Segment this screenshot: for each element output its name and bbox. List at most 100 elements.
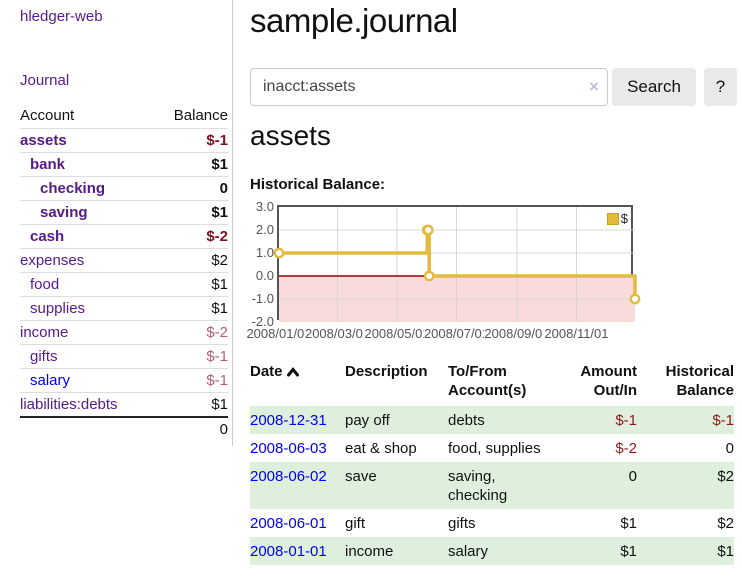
account-row: supplies $1 — [20, 296, 228, 321]
account-link[interactable]: cash — [30, 228, 65, 245]
transaction-accounts: debts — [448, 406, 558, 434]
chart-legend: $ — [606, 211, 628, 226]
transaction-accounts: gifts — [448, 515, 476, 532]
x-axis-tick-label: 2008/05/01 — [364, 326, 431, 342]
accounts-total-row: 0 — [20, 416, 228, 441]
sidebar-item-journal[interactable]: Journal — [20, 72, 70, 89]
account-link[interactable]: checking — [40, 180, 106, 197]
col-header-balance: Historical Balance — [665, 363, 734, 399]
account-row: gifts $-1 — [20, 344, 228, 369]
transaction-amount: $1 — [620, 515, 637, 532]
y-axis-tick-label: 2.0 — [255, 222, 274, 237]
x-axis-tick-label: 2008/03/01 — [304, 326, 371, 342]
search-button[interactable]: Search — [612, 68, 696, 106]
account-balance: $1 — [211, 300, 228, 317]
account-link[interactable]: bank — [30, 156, 66, 173]
account-row: cash $-2 — [20, 224, 228, 249]
account-link[interactable]: saving — [40, 204, 88, 221]
y-axis-tick-label: 0.0 — [255, 268, 274, 283]
search-form: × Search ? — [250, 68, 737, 106]
accounts-header-balance: Balance — [173, 107, 228, 124]
account-row: income $-2 — [20, 320, 228, 345]
transaction-amount: $-1 — [558, 406, 637, 434]
x-axis-tick-label: 2008/01/01 — [246, 326, 312, 342]
transaction-balance: $2 — [637, 462, 734, 509]
account-balance: $1 — [211, 276, 228, 293]
brand-link[interactable]: hledger-web — [20, 8, 103, 25]
transaction-date-link[interactable]: 2008-06-01 — [250, 515, 327, 532]
y-axis-tick-label: -2.0 — [251, 314, 274, 329]
account-link[interactable]: supplies — [30, 300, 86, 317]
transaction-description: save — [345, 462, 448, 509]
legend-label: $ — [620, 211, 628, 226]
account-row: bank $1 — [20, 152, 228, 177]
transaction-accounts: salary — [448, 537, 558, 565]
transaction-row: 2008-01-01 income salary $1 $1 — [250, 537, 734, 565]
account-balance: $-2 — [206, 324, 228, 341]
account-link[interactable]: income — [20, 324, 69, 341]
transaction-date-link[interactable]: 2008-06-02 — [250, 468, 327, 485]
transaction-row: 2008-06-01 gift gifts $1 $2 — [250, 509, 734, 537]
account-balance: $1 — [211, 204, 228, 221]
transaction-accounts: saving, checking — [448, 462, 558, 509]
y-axis-tick-label: -1.0 — [251, 291, 274, 306]
account-link[interactable]: liabilities:debts — [20, 396, 118, 413]
sidebar: hledger-web Journal Account Balance asse… — [0, 0, 233, 446]
account-link[interactable]: gifts — [30, 348, 58, 365]
transaction-description: pay off — [345, 406, 448, 434]
register-section: Date Description To/From Account(s) Amou… — [250, 362, 734, 565]
transaction-description: eat & shop — [345, 440, 417, 457]
account-row: assets $-1 — [20, 128, 228, 153]
account-row: checking 0 — [20, 176, 228, 201]
account-balance: $1 — [211, 156, 228, 173]
col-header-description: Description — [345, 363, 428, 380]
transaction-row: 2008-06-02 save saving, checking 0 $2 — [250, 462, 734, 509]
account-link[interactable]: assets — [20, 132, 67, 149]
chart-plot-area: $ — [273, 205, 641, 322]
transaction-balance: 0 — [725, 440, 734, 457]
transaction-balance: $-1 — [637, 406, 734, 434]
transaction-accounts: food, supplies — [448, 440, 541, 457]
y-axis-tick-label: 3.0 — [255, 199, 274, 214]
account-balance: $-1 — [206, 132, 228, 149]
search-input[interactable] — [250, 68, 608, 106]
account-row: food $1 — [20, 272, 228, 297]
accounts-header-account: Account — [20, 107, 75, 124]
transaction-balance: $2 — [717, 515, 734, 532]
col-header-date[interactable]: Date — [250, 362, 345, 406]
account-row: liabilities:debts $1 — [20, 392, 228, 418]
transaction-balance: $1 — [637, 537, 734, 565]
account-link[interactable]: expenses — [20, 252, 85, 269]
transaction-amount: $1 — [558, 537, 637, 565]
account-row: expenses $2 — [20, 248, 228, 273]
transaction-amount: $-2 — [615, 440, 637, 457]
historical-balance-chart: $ 3.0 2.0 1.0 0.0 -1.0 -2.0 2008/01/01 2008/03/… — [246, 198, 690, 348]
account-link[interactable]: food — [30, 276, 60, 293]
account-balance: $-2 — [206, 228, 228, 245]
account-balance: $-1 — [206, 372, 228, 389]
page-title: sample.journal — [250, 2, 458, 39]
account-row: saving $1 — [20, 200, 228, 225]
transaction-date-link[interactable]: 2008-06-03 — [250, 440, 327, 457]
transaction-date-link[interactable]: 2008-12-31 — [250, 412, 327, 429]
account-heading: assets — [250, 120, 331, 151]
legend-swatch-icon — [606, 212, 619, 225]
chart-title: Historical Balance: — [250, 176, 386, 193]
account-balance: $1 — [211, 396, 228, 413]
x-axis-tick-label: 2008/11/01 — [543, 326, 610, 342]
transaction-description: income — [345, 537, 448, 565]
x-axis-tick-label: 2008/07/01 — [423, 326, 490, 342]
accounts-table: Account Balance assets $-1 bank $1 checking 0… — [20, 103, 228, 441]
transaction-row: 2008-06-03 eat & shop food, supplies $-2 0 — [250, 434, 734, 462]
transaction-amount: 0 — [558, 462, 637, 509]
col-header-amount: Amount Out/In — [580, 363, 637, 399]
accounts-total-value: 0 — [153, 416, 228, 441]
col-header-accounts: To/From Account(s) — [448, 363, 527, 399]
account-row: salary $-1 — [20, 368, 228, 393]
help-button[interactable]: ? — [704, 68, 737, 106]
account-link[interactable]: salary — [30, 372, 71, 389]
clear-search-icon[interactable]: × — [589, 77, 599, 96]
transaction-row: 2008-12-31 pay off debts $-1 $-1 — [250, 406, 734, 434]
transaction-date-link[interactable]: 2008-01-01 — [250, 543, 327, 560]
main-content: sample.journal × Search ? assets Histori… — [246, 0, 737, 582]
